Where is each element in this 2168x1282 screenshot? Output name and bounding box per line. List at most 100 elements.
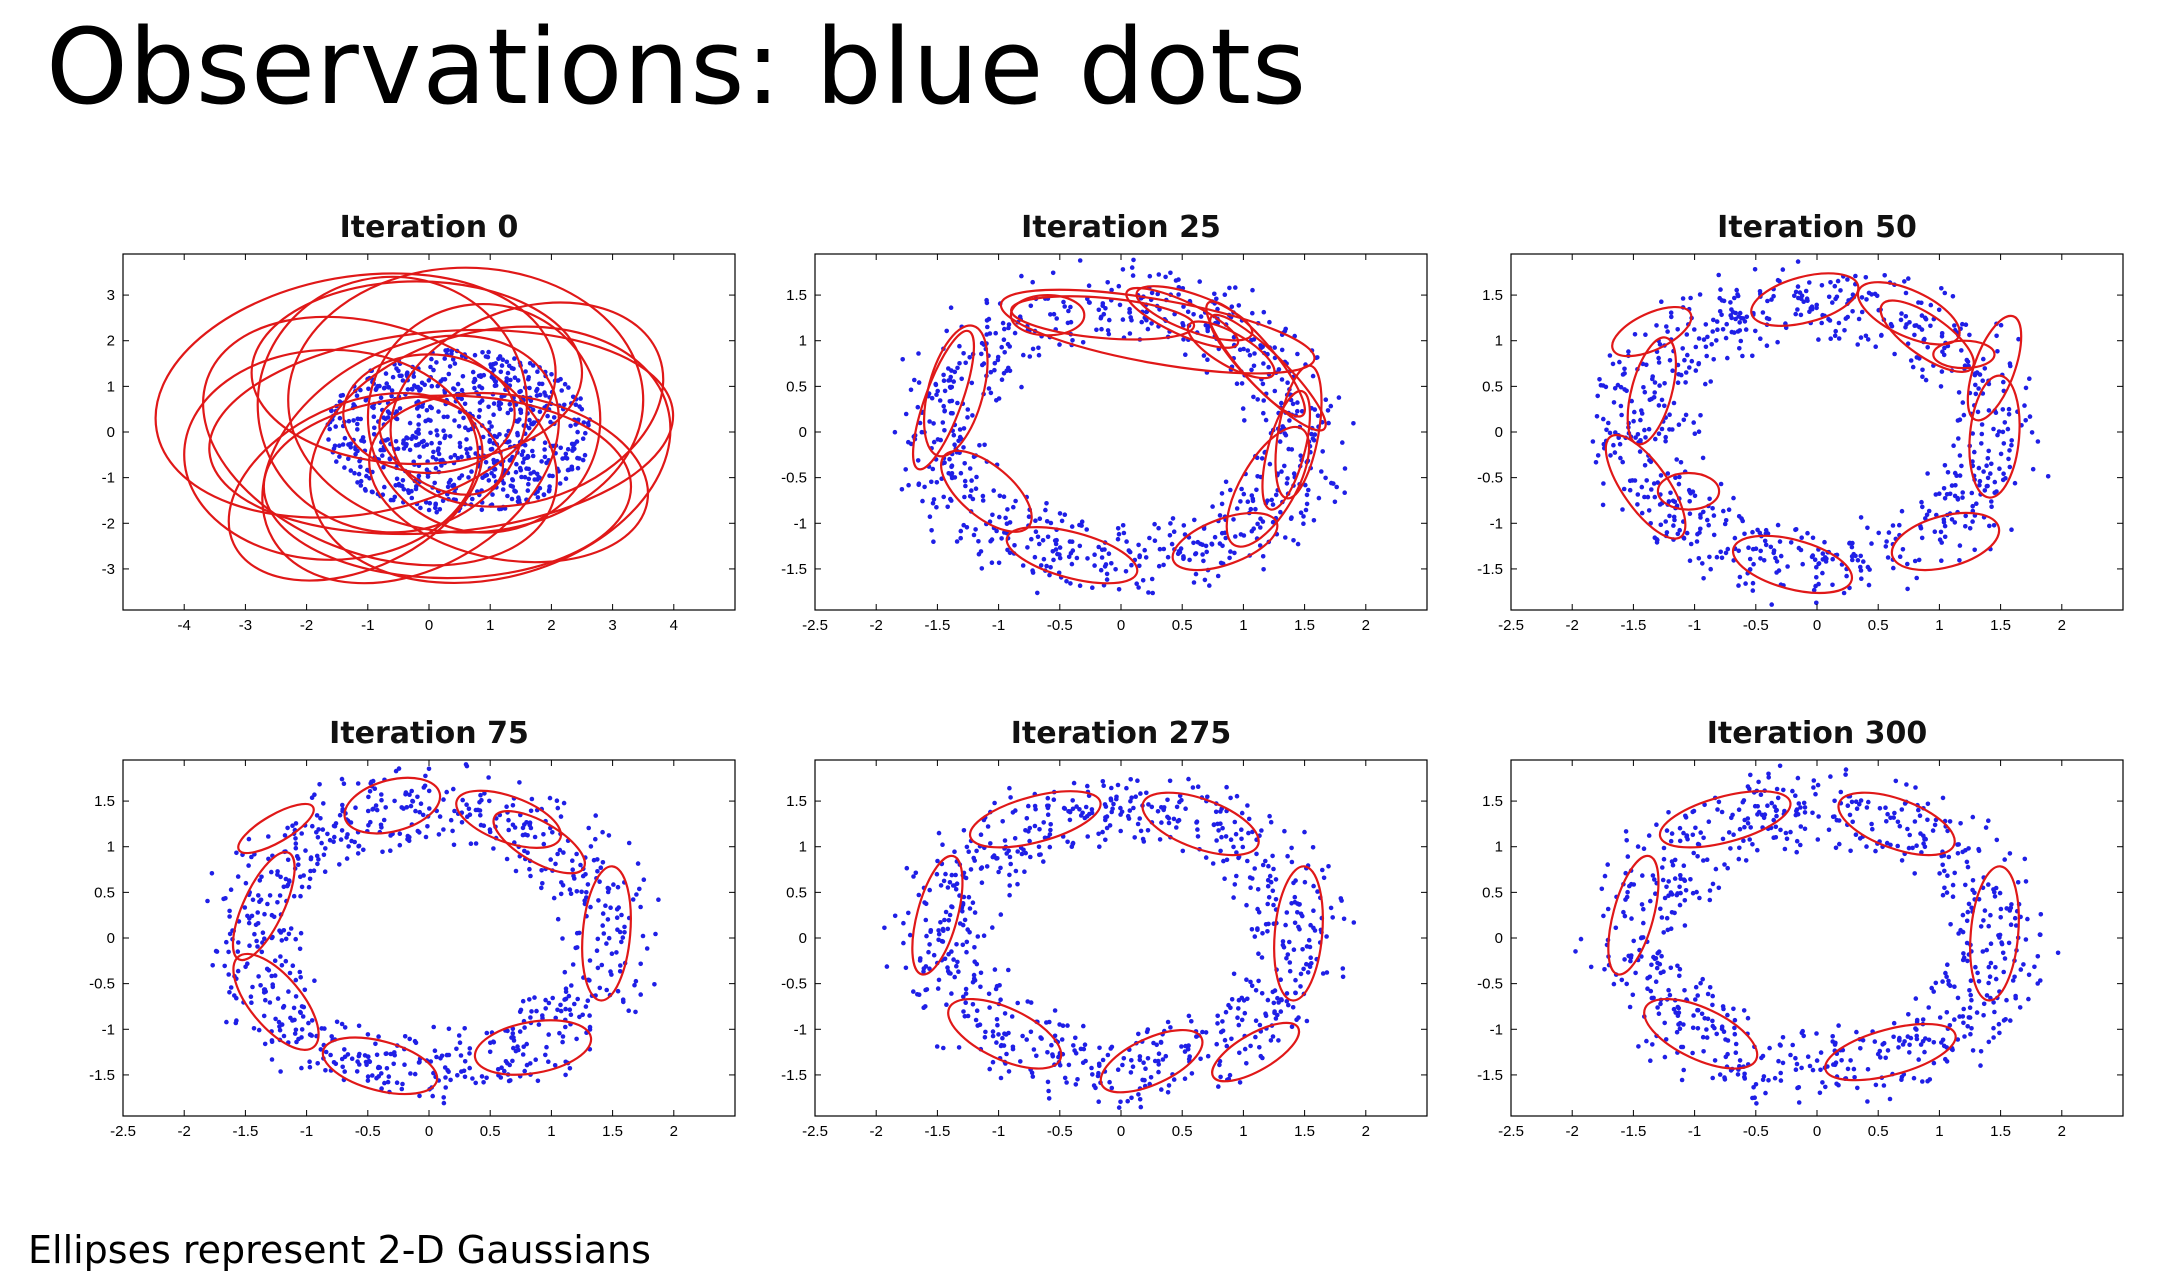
data-point — [550, 830, 555, 835]
data-point — [1143, 555, 1149, 560]
data-point — [1129, 265, 1135, 270]
data-point — [457, 1040, 463, 1045]
data-point — [1672, 499, 1678, 505]
data-point — [1976, 979, 1982, 984]
data-point — [1662, 381, 1667, 386]
data-point — [1718, 549, 1723, 555]
y-tick-label: 0 — [1495, 930, 1503, 947]
data-point — [563, 476, 569, 482]
data-point — [1036, 345, 1041, 351]
data-point — [1144, 317, 1149, 323]
data-point — [522, 1025, 527, 1030]
data-point — [1845, 803, 1851, 808]
y-tick-label: -0.5 — [781, 470, 807, 487]
data-point — [1238, 499, 1243, 504]
data-point — [1709, 342, 1714, 347]
data-point — [1933, 980, 1939, 986]
data-point — [956, 1045, 962, 1050]
data-point — [337, 454, 342, 459]
data-point — [275, 996, 281, 1001]
data-point — [1814, 302, 1819, 308]
data-point — [1252, 866, 1257, 871]
x-tick-label: -0.5 — [355, 1123, 381, 1140]
data-point — [1292, 894, 1298, 900]
data-point — [1215, 1021, 1220, 1026]
data-point — [1595, 453, 1601, 458]
data-point — [1642, 494, 1647, 500]
data-point — [1239, 810, 1245, 816]
data-point — [380, 453, 385, 458]
data-point — [416, 431, 422, 436]
data-point — [490, 492, 495, 497]
data-point — [1111, 801, 1116, 807]
data-point — [1266, 895, 1272, 900]
data-point — [1835, 278, 1841, 284]
data-point — [1639, 408, 1644, 413]
data-point — [572, 446, 577, 452]
data-point — [1048, 827, 1053, 833]
data-point — [901, 920, 906, 926]
data-point — [1236, 1006, 1241, 1011]
data-point — [1096, 544, 1101, 550]
data-point — [945, 504, 950, 510]
data-point — [513, 469, 519, 475]
data-point — [2004, 997, 2009, 1003]
data-point — [290, 823, 295, 828]
data-point — [1743, 581, 1748, 586]
data-point — [1311, 518, 1317, 523]
data-point — [1141, 1060, 1146, 1065]
data-point — [1092, 563, 1097, 568]
data-point — [1777, 539, 1783, 544]
data-point — [388, 848, 393, 853]
data-point — [374, 807, 380, 813]
data-point — [952, 974, 957, 980]
data-point — [1769, 297, 1774, 302]
data-point — [1062, 1075, 1068, 1081]
data-point — [1897, 823, 1903, 829]
data-point — [1748, 772, 1753, 778]
data-point — [1807, 309, 1812, 314]
data-point — [1658, 473, 1664, 478]
data-point — [1667, 513, 1672, 519]
data-point — [1250, 287, 1255, 293]
data-point — [404, 372, 410, 377]
data-point — [376, 1074, 381, 1079]
data-point — [963, 986, 969, 992]
data-point — [1664, 530, 1670, 535]
data-point — [961, 994, 966, 1000]
data-point — [510, 1026, 516, 1032]
data-point — [1979, 431, 1985, 437]
data-point — [1611, 400, 1617, 405]
data-point — [1790, 788, 1795, 794]
data-point — [572, 1001, 577, 1007]
data-point — [532, 834, 538, 840]
data-point — [980, 498, 986, 503]
data-point — [1677, 884, 1682, 890]
data-point — [1209, 541, 1214, 547]
data-point — [1057, 552, 1062, 557]
data-point — [1830, 300, 1835, 305]
data-point — [1638, 417, 1643, 423]
data-point — [1859, 295, 1865, 300]
data-point — [1668, 838, 1674, 844]
data-point — [2007, 908, 2013, 913]
data-point — [1182, 1049, 1188, 1054]
data-point — [546, 1032, 551, 1037]
data-point — [407, 1036, 413, 1042]
data-point — [1315, 413, 1321, 418]
data-point — [1836, 818, 1842, 823]
data-point — [1194, 819, 1200, 824]
data-point — [352, 839, 357, 845]
data-point — [971, 976, 977, 982]
gaussian-ellipse — [1969, 865, 2020, 1002]
data-point — [1615, 382, 1621, 388]
chart-title: Iteration 75 — [329, 716, 529, 751]
data-point — [438, 1056, 443, 1061]
data-point — [580, 873, 586, 879]
data-point — [539, 381, 545, 387]
data-point — [1928, 323, 1933, 329]
data-point — [1340, 966, 1346, 971]
data-point — [949, 949, 954, 954]
data-point — [492, 467, 497, 472]
data-point — [947, 912, 953, 918]
